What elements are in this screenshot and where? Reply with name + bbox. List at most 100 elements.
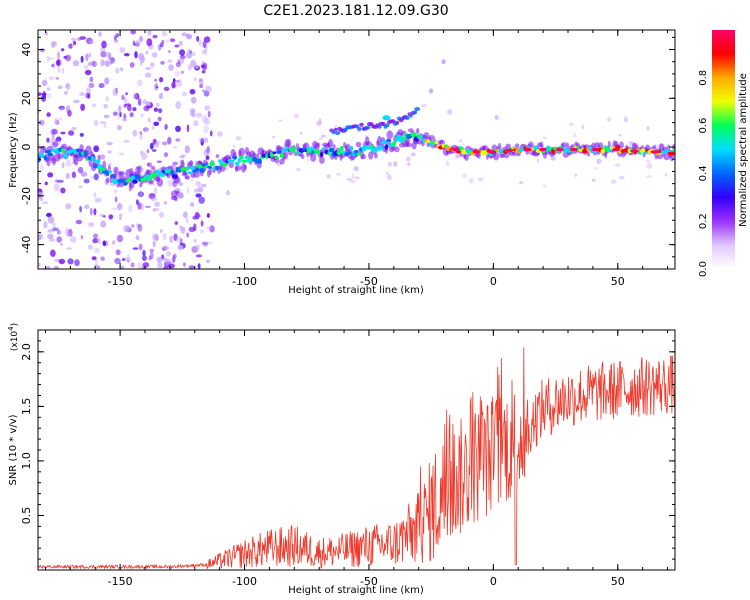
ridge-core [518, 148, 524, 153]
spectrum-blob [172, 161, 179, 166]
ridge-core [47, 152, 54, 157]
spectrum-blob [151, 125, 155, 130]
ridge-halo [114, 166, 119, 177]
spectrum-blob [115, 33, 120, 38]
spectrum-blob [200, 64, 206, 69]
spectrum-blob [71, 126, 77, 131]
spectrum-blob [112, 88, 119, 96]
x-tick-label: 0 [490, 275, 497, 288]
spectrum-blob [294, 113, 299, 118]
spectrum-blob [126, 253, 130, 260]
spectrum-blob [573, 132, 577, 138]
ridge-halo [189, 160, 193, 166]
ridge-halo [125, 169, 132, 179]
ridge-halo [61, 143, 67, 150]
spectrum-blob [150, 197, 157, 201]
spectrum-blob [124, 257, 131, 262]
spectrum-blob [614, 163, 621, 168]
spectrum-blob [351, 173, 354, 180]
spectrum-blob [295, 167, 301, 172]
ridge-core [232, 155, 238, 160]
ridge-core [265, 153, 269, 160]
spectrum-blob [144, 72, 152, 78]
spectrum-blob [110, 57, 116, 64]
spectrum-blob [167, 136, 172, 145]
ridge-core [132, 179, 138, 184]
spectrum-blob [186, 124, 190, 133]
spectrum-blob [195, 244, 200, 251]
ridge-peak [538, 147, 547, 152]
ridge-halo [340, 153, 346, 159]
spectrum-blob [132, 93, 138, 100]
spectrum-blob [225, 167, 229, 170]
ridge-core [159, 173, 166, 178]
spectrum-blob [89, 76, 94, 83]
spectrum-blob [202, 89, 205, 93]
spectrum-blob [51, 128, 58, 135]
ridge-core [422, 138, 426, 144]
spectrum-blob [203, 242, 208, 248]
spectrum-blob [153, 186, 158, 195]
spectrum-blob [108, 56, 114, 62]
spectrum-blob [134, 51, 138, 59]
spectrum-blob [83, 178, 90, 184]
spectrum-blob [581, 124, 585, 130]
snr-x-ticks: -150 -100 -50 0 50 [44, 330, 669, 588]
spectrum-blob [158, 212, 164, 218]
spectrum-blob [144, 205, 151, 208]
spectrum-blob [186, 187, 190, 194]
colorbar-label: Normalized spectral amplitude [738, 73, 749, 227]
spectrum-blob [387, 174, 392, 181]
spectrum-blob [195, 64, 199, 70]
spectrum-blob [494, 115, 499, 120]
spectrum-blob [46, 55, 51, 62]
ridge-core [152, 172, 158, 177]
spectrum-blob [51, 64, 55, 67]
spectrum-blob [53, 183, 60, 192]
ridge-halo [301, 154, 305, 160]
ridge-halo [361, 154, 367, 160]
ridge-core [410, 132, 417, 138]
spectrum-blob [87, 221, 94, 228]
spectrum-blob [235, 136, 242, 141]
ridge-core [600, 148, 605, 154]
spectrum-blob [106, 141, 113, 146]
spectrum-blob [119, 213, 123, 218]
spectrum-blob [44, 181, 48, 186]
spectrum-blob [135, 235, 140, 241]
ridge-core [190, 165, 195, 171]
spectrum-blob [307, 158, 310, 162]
spectrum-blob [665, 173, 668, 177]
spectrum-blob [179, 49, 186, 56]
ridge-core [209, 161, 216, 167]
spectrum-blob [335, 173, 342, 176]
spectrum-blob [136, 223, 141, 228]
ridge-halo [180, 159, 185, 169]
spectrum-blob [42, 201, 49, 205]
spectrum-blob [203, 124, 210, 133]
spectrum-blob [333, 125, 338, 128]
spectrum-blob [56, 59, 61, 66]
spectrum-blob [39, 197, 44, 201]
spectrum-blob [159, 229, 163, 233]
spectrum-blob [320, 134, 326, 138]
spectrum-blob [123, 140, 130, 143]
spectrum-blob [447, 109, 453, 115]
ridge-peak [555, 147, 564, 152]
spectrum-blob [67, 258, 74, 265]
spectrum-blob [66, 247, 72, 250]
ridge-core [386, 139, 392, 142]
spectrum-blob [52, 61, 56, 70]
spectrum-blob [300, 131, 303, 135]
x-tick-label: -50 [360, 275, 378, 288]
ridge-peak [523, 147, 532, 152]
spectrum-blob [93, 145, 100, 153]
spectrum-blob [38, 143, 41, 146]
spectrum-blob [41, 80, 48, 87]
spectrum-blob [43, 221, 48, 229]
spectrum-blob [162, 233, 167, 241]
spectrum-blob [142, 249, 146, 257]
spectrum-blob [163, 86, 170, 91]
ridge-halo [185, 175, 191, 180]
spectrum-blob [200, 138, 204, 146]
